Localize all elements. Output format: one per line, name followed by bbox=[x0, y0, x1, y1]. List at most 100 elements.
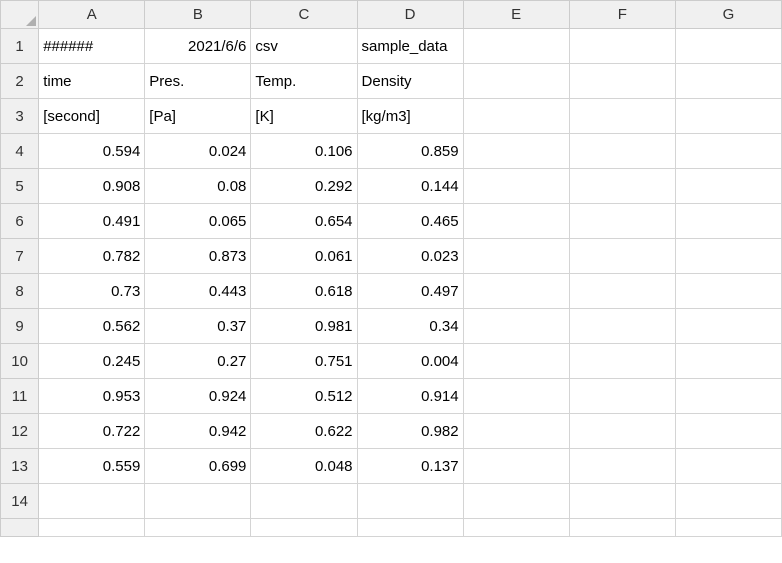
row-header-8[interactable]: 8 bbox=[1, 274, 39, 309]
cell-E12[interactable] bbox=[463, 414, 569, 449]
cell-F7[interactable] bbox=[569, 239, 675, 274]
cell-D1[interactable]: sample_data bbox=[357, 29, 463, 64]
cell-C4[interactable]: 0.106 bbox=[251, 134, 357, 169]
cell-E1[interactable] bbox=[463, 29, 569, 64]
cell-A13[interactable]: 0.559 bbox=[39, 449, 145, 484]
cell-B3[interactable]: [Pa] bbox=[145, 99, 251, 134]
cell-E2[interactable] bbox=[463, 64, 569, 99]
cell-D13[interactable]: 0.137 bbox=[357, 449, 463, 484]
cell-A3[interactable]: [second] bbox=[39, 99, 145, 134]
cell-B4[interactable]: 0.024 bbox=[145, 134, 251, 169]
cell-B12[interactable]: 0.942 bbox=[145, 414, 251, 449]
row-header-15[interactable] bbox=[1, 519, 39, 537]
cell-G1[interactable] bbox=[675, 29, 781, 64]
cell-F5[interactable] bbox=[569, 169, 675, 204]
row-header-2[interactable]: 2 bbox=[1, 64, 39, 99]
cell-B1[interactable]: 2021/6/6 bbox=[145, 29, 251, 64]
cell-F11[interactable] bbox=[569, 379, 675, 414]
cell-C14[interactable] bbox=[251, 484, 357, 519]
cell-E15[interactable] bbox=[463, 519, 569, 537]
select-all-corner[interactable] bbox=[1, 1, 39, 29]
cell-B8[interactable]: 0.443 bbox=[145, 274, 251, 309]
cell-C10[interactable]: 0.751 bbox=[251, 344, 357, 379]
cell-A14[interactable] bbox=[39, 484, 145, 519]
cell-B9[interactable]: 0.37 bbox=[145, 309, 251, 344]
col-header-F[interactable]: F bbox=[569, 1, 675, 29]
cell-G12[interactable] bbox=[675, 414, 781, 449]
cell-A11[interactable]: 0.953 bbox=[39, 379, 145, 414]
cell-F4[interactable] bbox=[569, 134, 675, 169]
cell-B14[interactable] bbox=[145, 484, 251, 519]
cell-C11[interactable]: 0.512 bbox=[251, 379, 357, 414]
cell-D11[interactable]: 0.914 bbox=[357, 379, 463, 414]
cell-C8[interactable]: 0.618 bbox=[251, 274, 357, 309]
cell-F1[interactable] bbox=[569, 29, 675, 64]
row-header-3[interactable]: 3 bbox=[1, 99, 39, 134]
cell-B7[interactable]: 0.873 bbox=[145, 239, 251, 274]
cell-A5[interactable]: 0.908 bbox=[39, 169, 145, 204]
cell-F6[interactable] bbox=[569, 204, 675, 239]
cell-F15[interactable] bbox=[569, 519, 675, 537]
cell-F8[interactable] bbox=[569, 274, 675, 309]
cell-E9[interactable] bbox=[463, 309, 569, 344]
cell-G6[interactable] bbox=[675, 204, 781, 239]
col-header-A[interactable]: A bbox=[39, 1, 145, 29]
cell-C2[interactable]: Temp. bbox=[251, 64, 357, 99]
cell-C9[interactable]: 0.981 bbox=[251, 309, 357, 344]
cell-D15[interactable] bbox=[357, 519, 463, 537]
cell-C5[interactable]: 0.292 bbox=[251, 169, 357, 204]
cell-A4[interactable]: 0.594 bbox=[39, 134, 145, 169]
cell-C7[interactable]: 0.061 bbox=[251, 239, 357, 274]
cell-B6[interactable]: 0.065 bbox=[145, 204, 251, 239]
col-header-C[interactable]: C bbox=[251, 1, 357, 29]
cell-E11[interactable] bbox=[463, 379, 569, 414]
cell-A6[interactable]: 0.491 bbox=[39, 204, 145, 239]
cell-E3[interactable] bbox=[463, 99, 569, 134]
row-header-7[interactable]: 7 bbox=[1, 239, 39, 274]
cell-A10[interactable]: 0.245 bbox=[39, 344, 145, 379]
cell-B5[interactable]: 0.08 bbox=[145, 169, 251, 204]
row-header-11[interactable]: 11 bbox=[1, 379, 39, 414]
cell-G7[interactable] bbox=[675, 239, 781, 274]
cell-G13[interactable] bbox=[675, 449, 781, 484]
cell-G8[interactable] bbox=[675, 274, 781, 309]
cell-D14[interactable] bbox=[357, 484, 463, 519]
col-header-D[interactable]: D bbox=[357, 1, 463, 29]
cell-D3[interactable]: [kg/m3] bbox=[357, 99, 463, 134]
cell-A15[interactable] bbox=[39, 519, 145, 537]
cell-C15[interactable] bbox=[251, 519, 357, 537]
cell-E5[interactable] bbox=[463, 169, 569, 204]
cell-D12[interactable]: 0.982 bbox=[357, 414, 463, 449]
cell-C1[interactable]: csv bbox=[251, 29, 357, 64]
cell-B11[interactable]: 0.924 bbox=[145, 379, 251, 414]
cell-D7[interactable]: 0.023 bbox=[357, 239, 463, 274]
cell-E13[interactable] bbox=[463, 449, 569, 484]
cell-E6[interactable] bbox=[463, 204, 569, 239]
row-header-12[interactable]: 12 bbox=[1, 414, 39, 449]
cell-G5[interactable] bbox=[675, 169, 781, 204]
row-header-1[interactable]: 1 bbox=[1, 29, 39, 64]
col-header-E[interactable]: E bbox=[463, 1, 569, 29]
row-header-14[interactable]: 14 bbox=[1, 484, 39, 519]
cell-E8[interactable] bbox=[463, 274, 569, 309]
cell-G3[interactable] bbox=[675, 99, 781, 134]
row-header-9[interactable]: 9 bbox=[1, 309, 39, 344]
cell-E14[interactable] bbox=[463, 484, 569, 519]
cell-G4[interactable] bbox=[675, 134, 781, 169]
cell-E7[interactable] bbox=[463, 239, 569, 274]
cell-D6[interactable]: 0.465 bbox=[357, 204, 463, 239]
cell-G11[interactable] bbox=[675, 379, 781, 414]
row-header-10[interactable]: 10 bbox=[1, 344, 39, 379]
row-header-4[interactable]: 4 bbox=[1, 134, 39, 169]
cell-D4[interactable]: 0.859 bbox=[357, 134, 463, 169]
cell-A1[interactable]: ###### bbox=[39, 29, 145, 64]
cell-F9[interactable] bbox=[569, 309, 675, 344]
cell-C6[interactable]: 0.654 bbox=[251, 204, 357, 239]
cell-F13[interactable] bbox=[569, 449, 675, 484]
cell-D5[interactable]: 0.144 bbox=[357, 169, 463, 204]
cell-B10[interactable]: 0.27 bbox=[145, 344, 251, 379]
cell-A12[interactable]: 0.722 bbox=[39, 414, 145, 449]
cell-D10[interactable]: 0.004 bbox=[357, 344, 463, 379]
cell-A9[interactable]: 0.562 bbox=[39, 309, 145, 344]
cell-G9[interactable] bbox=[675, 309, 781, 344]
